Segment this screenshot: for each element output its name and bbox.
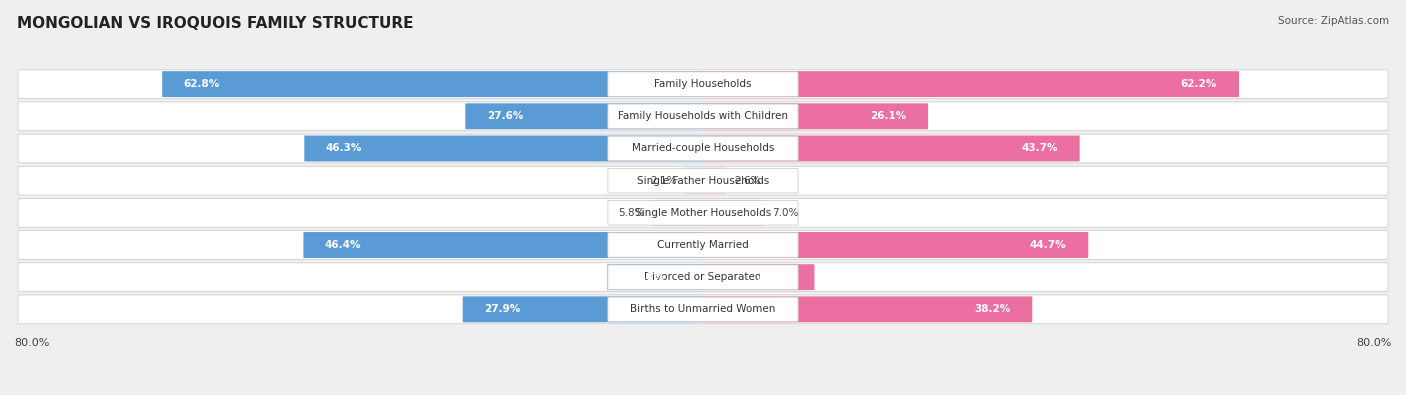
Text: Single Father Households: Single Father Households (637, 176, 769, 186)
FancyBboxPatch shape (703, 200, 763, 226)
Text: 44.7%: 44.7% (1029, 240, 1066, 250)
FancyBboxPatch shape (703, 168, 725, 194)
FancyBboxPatch shape (685, 168, 703, 194)
Text: Family Households with Children: Family Households with Children (619, 111, 787, 121)
Text: 11.1%: 11.1% (628, 272, 665, 282)
FancyBboxPatch shape (703, 232, 1088, 258)
Text: 27.6%: 27.6% (486, 111, 523, 121)
FancyBboxPatch shape (607, 264, 703, 290)
Text: 7.0%: 7.0% (772, 208, 799, 218)
Text: Divorced or Separated: Divorced or Separated (644, 272, 762, 282)
Text: 2.6%: 2.6% (734, 176, 761, 186)
FancyBboxPatch shape (607, 168, 799, 193)
FancyBboxPatch shape (607, 297, 799, 322)
FancyBboxPatch shape (18, 134, 1388, 163)
Text: 38.2%: 38.2% (974, 305, 1011, 314)
FancyBboxPatch shape (607, 233, 799, 257)
FancyBboxPatch shape (463, 296, 703, 322)
FancyBboxPatch shape (652, 200, 703, 226)
FancyBboxPatch shape (18, 295, 1388, 324)
FancyBboxPatch shape (465, 103, 703, 129)
FancyBboxPatch shape (162, 71, 703, 97)
Text: 46.4%: 46.4% (325, 240, 361, 250)
FancyBboxPatch shape (18, 102, 1388, 131)
FancyBboxPatch shape (607, 136, 799, 161)
Text: 12.9%: 12.9% (756, 272, 793, 282)
Text: 62.2%: 62.2% (1181, 79, 1218, 89)
FancyBboxPatch shape (607, 201, 799, 225)
Text: 5.8%: 5.8% (619, 208, 644, 218)
Text: MONGOLIAN VS IROQUOIS FAMILY STRUCTURE: MONGOLIAN VS IROQUOIS FAMILY STRUCTURE (17, 16, 413, 31)
FancyBboxPatch shape (304, 232, 703, 258)
Text: 80.0%: 80.0% (1357, 338, 1392, 348)
Text: 2.1%: 2.1% (650, 176, 676, 186)
Text: 46.3%: 46.3% (326, 143, 363, 154)
FancyBboxPatch shape (703, 71, 1239, 97)
FancyBboxPatch shape (607, 72, 799, 96)
Text: 62.8%: 62.8% (184, 79, 219, 89)
Text: Family Households: Family Households (654, 79, 752, 89)
FancyBboxPatch shape (703, 296, 1032, 322)
Text: 43.7%: 43.7% (1021, 143, 1057, 154)
FancyBboxPatch shape (703, 103, 928, 129)
FancyBboxPatch shape (18, 198, 1388, 227)
FancyBboxPatch shape (703, 264, 814, 290)
Text: 80.0%: 80.0% (14, 338, 49, 348)
FancyBboxPatch shape (18, 70, 1388, 98)
FancyBboxPatch shape (304, 135, 703, 162)
Text: 26.1%: 26.1% (870, 111, 907, 121)
FancyBboxPatch shape (18, 166, 1388, 195)
FancyBboxPatch shape (18, 231, 1388, 260)
Text: Source: ZipAtlas.com: Source: ZipAtlas.com (1278, 16, 1389, 26)
FancyBboxPatch shape (703, 135, 1080, 162)
FancyBboxPatch shape (607, 104, 799, 129)
Text: 27.9%: 27.9% (484, 305, 520, 314)
FancyBboxPatch shape (18, 263, 1388, 292)
FancyBboxPatch shape (607, 265, 799, 290)
Text: Single Mother Households: Single Mother Households (636, 208, 770, 218)
Text: Married-couple Households: Married-couple Households (631, 143, 775, 154)
Text: Currently Married: Currently Married (657, 240, 749, 250)
Text: Births to Unmarried Women: Births to Unmarried Women (630, 305, 776, 314)
